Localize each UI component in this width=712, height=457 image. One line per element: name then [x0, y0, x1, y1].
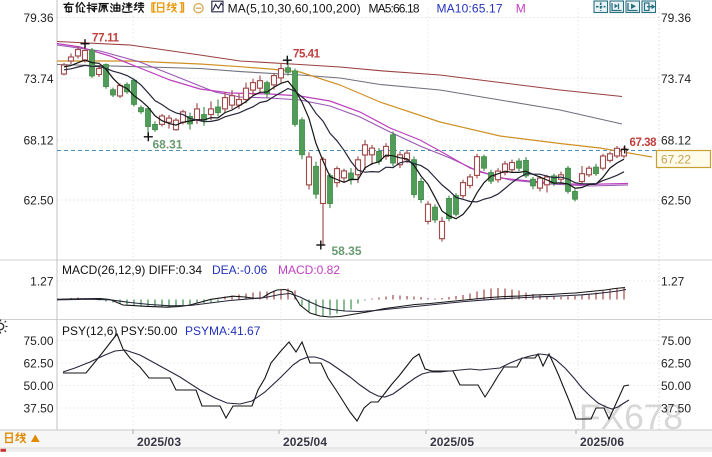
- svg-text:2025/06: 2025/06: [580, 435, 624, 449]
- svg-text:1.27: 1.27: [30, 275, 54, 289]
- svg-text:67.22: 67.22: [661, 153, 691, 167]
- svg-text:75.41: 75.41: [293, 49, 321, 61]
- svg-text:68.31: 68.31: [153, 138, 183, 152]
- svg-text:73.74: 73.74: [661, 72, 691, 86]
- svg-text:62.50: 62.50: [23, 357, 53, 371]
- svg-text:MA5:66.18: MA5:66.18: [369, 2, 420, 16]
- svg-text:73.74: 73.74: [23, 72, 53, 86]
- svg-text:2025/05: 2025/05: [430, 435, 474, 449]
- svg-text:37.50: 37.50: [661, 402, 691, 416]
- svg-text:2025/03: 2025/03: [137, 435, 181, 449]
- svg-text:MA10:65.17: MA10:65.17: [437, 2, 503, 16]
- svg-text:67.38: 67.38: [630, 137, 658, 149]
- svg-text:DEA:-0.06: DEA:-0.06: [212, 263, 268, 277]
- svg-text:79.36: 79.36: [23, 11, 53, 25]
- svg-text:75.00: 75.00: [661, 334, 691, 348]
- svg-text:58.35: 58.35: [332, 244, 362, 258]
- svg-text:68.12: 68.12: [23, 133, 53, 147]
- svg-text:2025/04: 2025/04: [283, 435, 327, 449]
- svg-text:68.12: 68.12: [661, 133, 691, 147]
- svg-text:37.50: 37.50: [23, 402, 53, 416]
- svg-text:50.00: 50.00: [23, 379, 53, 393]
- svg-text:M: M: [516, 2, 526, 16]
- svg-text:62.50: 62.50: [23, 194, 53, 208]
- svg-text:MA(5,10,30,60,100,200): MA(5,10,30,60,100,200): [228, 2, 361, 16]
- svg-text:79.36: 79.36: [661, 11, 691, 25]
- svg-text:1.27: 1.27: [661, 275, 685, 289]
- svg-text:MACD(26,12,9) DIFF:0.34: MACD(26,12,9) DIFF:0.34: [62, 263, 202, 277]
- svg-text:MACD:0.82: MACD:0.82: [278, 263, 340, 277]
- svg-text:75.00: 75.00: [23, 334, 53, 348]
- svg-text:62.50: 62.50: [661, 194, 691, 208]
- svg-text:62.50: 62.50: [661, 357, 691, 371]
- svg-text:50.00: 50.00: [661, 379, 691, 393]
- svg-text:77.11: 77.11: [92, 33, 120, 45]
- svg-text:PSYMA:41.67: PSYMA:41.67: [185, 324, 261, 338]
- svg-text:PSY(12,6) PSY:50.00: PSY(12,6) PSY:50.00: [62, 324, 178, 338]
